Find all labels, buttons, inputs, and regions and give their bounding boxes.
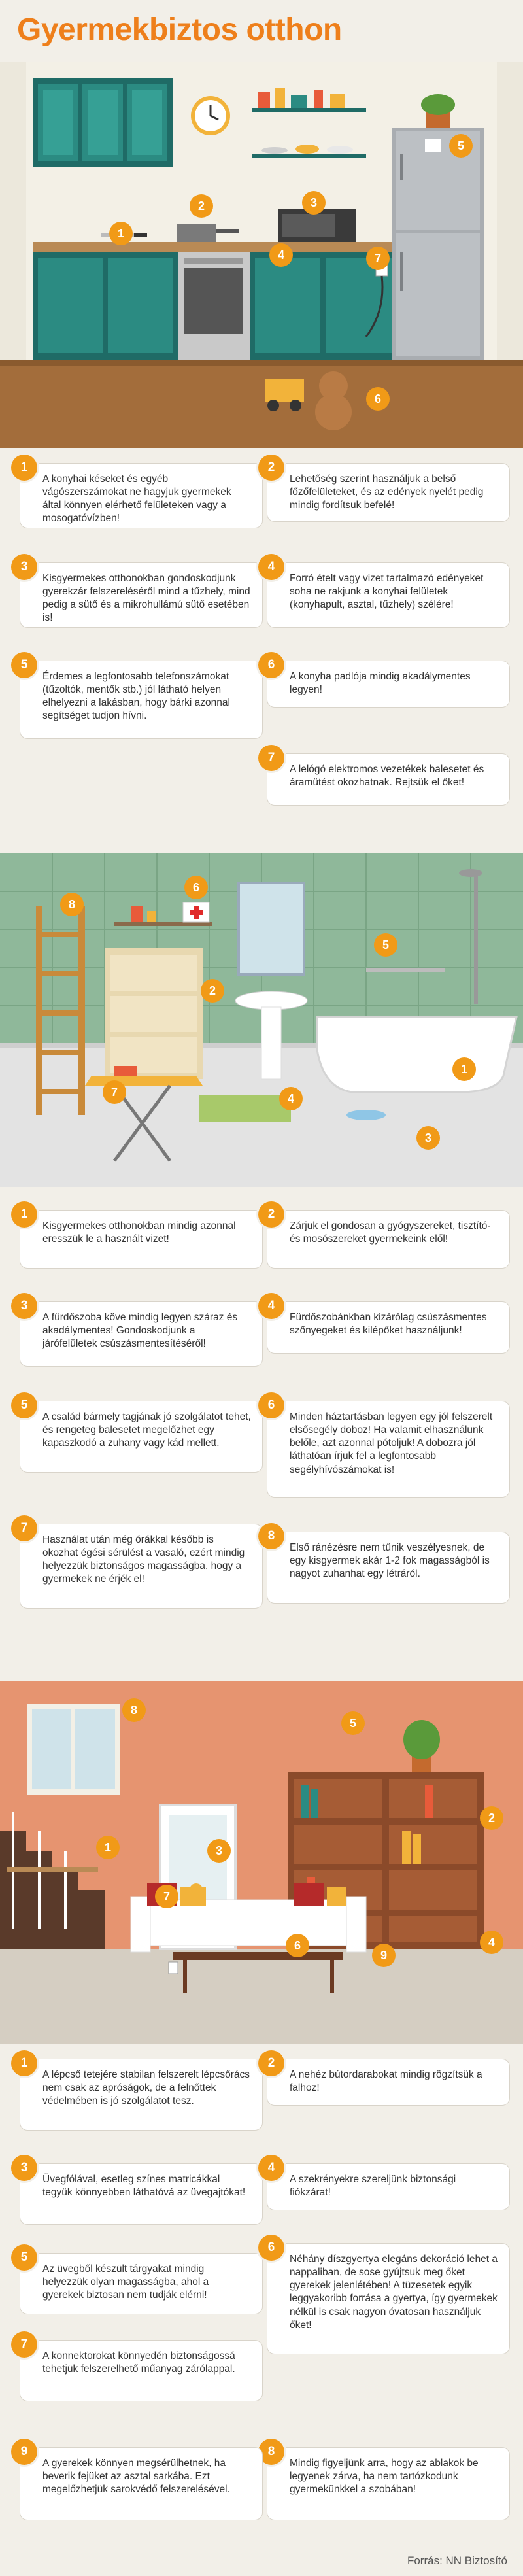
svg-text:5: 5 — [458, 139, 464, 152]
page-title: Gyermekbiztos otthon — [17, 12, 342, 47]
living-marker-2: 2 — [480, 1806, 503, 1830]
bathroom-marker-2: 2 — [201, 979, 224, 1003]
svg-text:4: 4 — [278, 249, 284, 262]
svg-text:3: 3 — [311, 196, 317, 209]
living-marker-4: 4 — [480, 1931, 503, 1954]
living-tip-3: 3 Üvegfólával, esetleg színes matricákkal… — [11, 2155, 263, 2225]
svg-text:8: 8 — [69, 898, 75, 911]
living-tip-8: 8 Mindig figyeljünk arra, hogy az ablakok… — [258, 2439, 510, 2520]
svg-text:7: 7 — [375, 252, 381, 265]
kitchen-tip-2: 2 Lehetőség szerint használjuk a belső fő… — [258, 455, 510, 522]
svg-text:5: 5 — [382, 938, 389, 952]
bathroom-marker-4: 4 — [279, 1087, 303, 1110]
source-credit: Forrás: NN Biztosító — [407, 2554, 507, 2567]
kitchen-tip-5: 5 Érdemes a legfontosabb telefonszámokat … — [11, 652, 263, 739]
kitchen-tip-3: 3 Kisgyermekes otthonokban gondoskodjunk … — [11, 554, 263, 628]
svg-text:7: 7 — [163, 1890, 170, 1903]
svg-text:4: 4 — [288, 1092, 294, 1105]
bathroom-marker-8: 8 — [60, 893, 84, 916]
svg-text:1: 1 — [105, 1841, 111, 1854]
living-marker-5: 5 — [341, 1711, 365, 1735]
living-marker-1: 1 — [96, 1836, 120, 1859]
svg-text:3: 3 — [216, 1844, 222, 1857]
bathroom-tip-2: 2 Zárjuk el gondosan a gyógyszereket, tis… — [258, 1201, 510, 1269]
living-marker-7: 7 — [155, 1885, 178, 1908]
bathroom-tip-6: 6 Minden háztartásban legyen egy jól fels… — [258, 1392, 510, 1498]
bathroom-tip-4: 4 Fürdőszobánkban kizárólag csúszásmentes… — [258, 1293, 510, 1354]
svg-text:1: 1 — [118, 227, 124, 240]
living-tip-6: 6 Néhány díszgyertya elegáns dekoráció le… — [258, 2235, 510, 2354]
svg-text:2: 2 — [209, 984, 216, 997]
svg-text:7: 7 — [111, 1086, 118, 1099]
svg-text:6: 6 — [193, 881, 199, 894]
kitchen-marker-7: 7 — [366, 247, 390, 270]
bathroom-illustration: 1 2 3 4 5 6 7 8 — [0, 853, 523, 1187]
svg-text:2: 2 — [198, 199, 205, 213]
kitchen-marker-3: 3 — [302, 191, 326, 215]
living-marker-3: 3 — [207, 1839, 231, 1863]
living-marker-8: 8 — [122, 1698, 146, 1722]
svg-text:3: 3 — [425, 1131, 431, 1144]
svg-text:1: 1 — [461, 1063, 467, 1076]
svg-text:9: 9 — [380, 1949, 387, 1962]
bathroom-marker-1: 1 — [452, 1057, 476, 1081]
bathroom-tip-1: 1 Kisgyermekes otthonokban mindig azonnal… — [11, 1201, 263, 1269]
bathroom-marker-5: 5 — [374, 933, 397, 957]
kitchen-tip-4: 4 Forró ételt vagy vizet tartalmazó edény… — [258, 554, 510, 628]
kitchen-marker-1: 1 — [109, 222, 133, 245]
svg-text:8: 8 — [131, 1704, 137, 1717]
living-marker-9: 9 — [372, 1944, 396, 1967]
bathroom-tip-8: 8 Első ránézésre nem tűnik veszélyesnek, … — [258, 1523, 510, 1604]
svg-text:2: 2 — [488, 1812, 495, 1825]
kitchen-illustration: 1 2 3 4 5 6 7 — [0, 62, 523, 448]
kitchen-marker-2: 2 — [190, 194, 213, 218]
living-room-illustration: 1 2 3 4 5 6 7 8 9 — [0, 1681, 523, 2044]
living-tip-5: 5 Az üvegből készült tárgyakat mindig hel… — [11, 2244, 263, 2314]
kitchen-marker-4: 4 — [269, 243, 293, 267]
bathroom-marker-3: 3 — [416, 1126, 440, 1150]
svg-text:5: 5 — [350, 1717, 356, 1730]
bathroom-tip-7: 7 Használat után még órákkal később is ok… — [11, 1515, 263, 1609]
svg-text:6: 6 — [294, 1939, 301, 1952]
kitchen-marker-5: 5 — [449, 134, 473, 158]
svg-text:6: 6 — [375, 392, 381, 405]
bathroom-marker-7: 7 — [103, 1080, 126, 1104]
svg-text:4: 4 — [488, 1936, 495, 1949]
kitchen-marker-6: 6 — [366, 387, 390, 411]
bathroom-marker-6: 6 — [184, 876, 208, 899]
living-marker-6: 6 — [286, 1934, 309, 1957]
